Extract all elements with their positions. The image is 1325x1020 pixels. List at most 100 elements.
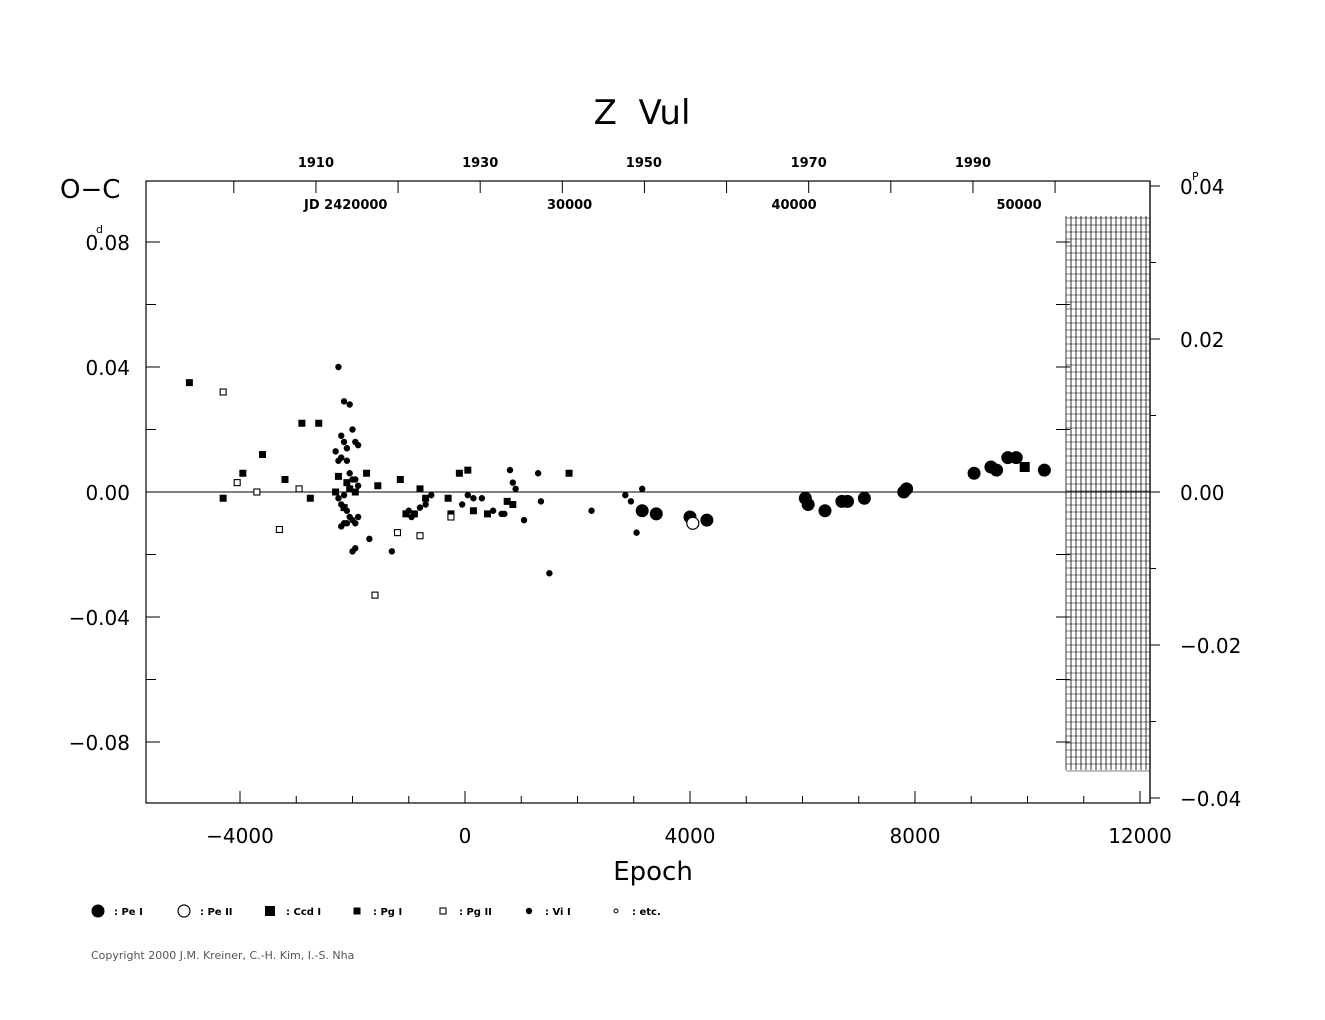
legend-label: : etc. <box>632 907 661 918</box>
jd-label: 40000 <box>771 198 816 213</box>
jd-labels: JD 2420000 30000 40000 50000 <box>303 198 1042 213</box>
x-axis-label: Epoch <box>613 857 693 887</box>
data-point <box>338 523 345 530</box>
data-point <box>686 516 700 530</box>
axis-ticks <box>146 181 1160 803</box>
year-tick-label: 1950 <box>626 156 662 171</box>
data-point <box>338 501 345 508</box>
data-point <box>396 476 404 483</box>
legend-entry: : Ccd I <box>265 906 321 918</box>
x-tick-label: 4000 <box>665 824 716 848</box>
y-tick-label: −0.08 <box>69 731 130 755</box>
data-point <box>546 570 553 577</box>
data-point <box>700 513 714 527</box>
data-point <box>343 520 351 527</box>
jd-label: 30000 <box>547 198 592 213</box>
data-point <box>338 432 345 439</box>
y-tick-label: −0.04 <box>69 606 130 630</box>
legend-entry: : Pg I <box>353 907 402 918</box>
data-point <box>388 548 396 555</box>
data-point <box>512 485 519 493</box>
data-point <box>489 507 497 514</box>
data-point <box>332 488 340 496</box>
y-axis-right-unit: P <box>1192 170 1199 183</box>
data-point <box>537 498 545 505</box>
data-point <box>352 520 359 527</box>
data-point <box>410 510 418 518</box>
y-axis-label: O−C d P <box>60 170 1199 236</box>
data-point <box>253 488 261 496</box>
year-tick-labels: 1910 1930 1950 1970 1990 <box>298 156 991 171</box>
data-point <box>841 494 854 508</box>
data-point <box>346 485 354 493</box>
legend-symbol <box>525 907 533 915</box>
data-point <box>1037 463 1051 477</box>
y-right-tick-label: 0.04 <box>1180 175 1225 199</box>
data-point <box>340 491 348 499</box>
data-point <box>295 485 303 493</box>
jd-label: 50000 <box>996 198 1041 213</box>
legend-label: : Pg II <box>459 907 492 918</box>
legend-symbol <box>613 908 619 914</box>
jd-label: JD 2420000 <box>303 198 387 213</box>
data-point <box>633 529 640 536</box>
data-point <box>622 491 629 499</box>
y-right-tick-labels: 0.04 0.02 0.00 −0.02 −0.04 <box>1180 175 1241 811</box>
legend-symbol <box>265 906 275 916</box>
data-point <box>346 470 353 477</box>
data-point <box>405 507 412 514</box>
y-tick-labels: 0.08 0.04 0.00 −0.04 −0.08 <box>69 231 130 755</box>
legend-entry: : Pe II <box>177 904 233 918</box>
data-point <box>509 501 517 508</box>
data-point <box>346 401 353 408</box>
data-points <box>185 363 1051 599</box>
ephemeris-future-region <box>1065 216 1150 772</box>
x-tick-labels: −4000 0 4000 8000 12000 <box>206 824 1172 848</box>
legend-symbol <box>177 904 191 918</box>
data-point <box>469 507 477 515</box>
data-point <box>340 504 348 512</box>
data-point <box>335 363 342 371</box>
data-point <box>464 466 472 474</box>
data-point <box>458 501 466 508</box>
data-point <box>352 545 359 552</box>
data-point <box>185 379 193 387</box>
data-point <box>393 529 402 537</box>
data-point <box>351 488 359 496</box>
data-point <box>233 479 241 487</box>
data-point <box>464 491 472 499</box>
data-point <box>298 419 306 427</box>
data-point <box>374 482 382 490</box>
data-point <box>484 510 491 518</box>
data-point <box>219 388 227 396</box>
data-point <box>509 479 517 486</box>
chart-title: Z Vul <box>594 93 691 133</box>
data-point <box>363 469 371 477</box>
data-point <box>352 476 359 483</box>
legend-label: : Pg I <box>373 907 402 918</box>
data-point <box>281 476 289 483</box>
data-point <box>340 398 348 405</box>
data-point <box>649 507 663 521</box>
data-point <box>470 495 477 502</box>
data-point <box>818 504 832 518</box>
x-tick-label: −4000 <box>206 824 274 848</box>
data-point <box>402 510 410 518</box>
data-point <box>503 497 511 505</box>
data-point <box>967 466 981 480</box>
data-point <box>366 535 373 543</box>
x-tick-label: 0 <box>459 824 472 848</box>
legend-symbol <box>91 904 105 918</box>
data-point <box>259 451 266 458</box>
legend-label: : Pe II <box>200 907 233 918</box>
y-right-tick-label: 0.00 <box>1180 481 1225 505</box>
copyright-text: Copyright 2000 J.M. Kreiner, C.-H. Kim, … <box>91 949 355 962</box>
legend-label: : Ccd I <box>286 907 321 918</box>
data-point <box>1019 462 1030 472</box>
data-point <box>857 491 871 505</box>
data-point <box>340 438 348 446</box>
legend-entry: : Pe I <box>91 904 143 918</box>
data-point <box>478 495 486 502</box>
data-point <box>306 494 314 502</box>
